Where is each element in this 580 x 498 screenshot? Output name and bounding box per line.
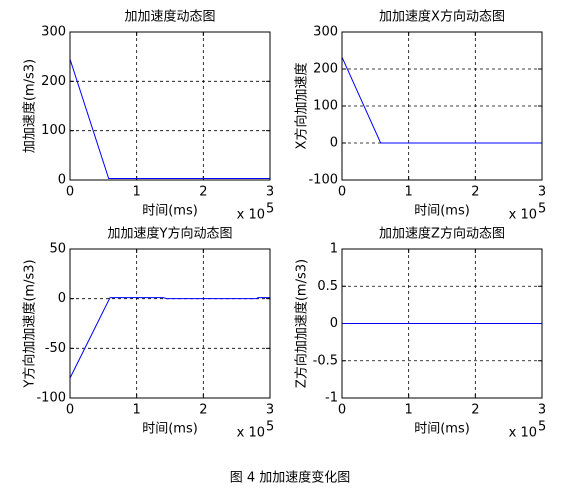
y-tick-label: 1	[330, 242, 338, 257]
y-tick-label: 0	[58, 173, 66, 188]
chart-title: 加加速度X方向动态图	[379, 9, 505, 25]
x-scale-exponent: 5	[266, 202, 274, 217]
plot-area	[70, 32, 270, 180]
x-tick-label: 3	[538, 185, 546, 200]
x-tick-label: 2	[199, 403, 207, 418]
x-scale-exponent: 5	[538, 202, 546, 217]
y-axis-label: Z方向加加速度(m/s3)	[294, 259, 310, 388]
x-tick-label: 2	[471, 185, 479, 200]
y-tick-label: 300	[41, 25, 66, 40]
plot-area	[70, 249, 270, 398]
y-tick-label: -0.5	[313, 353, 338, 368]
y-tick-label: 100	[41, 123, 66, 138]
x-tick-label: 1	[133, 403, 141, 418]
x-axis-label: 时间(ms)	[414, 422, 470, 437]
axes-box	[341, 31, 543, 181]
x-tick-label: 3	[266, 185, 274, 200]
y-tick-label: -100	[36, 391, 66, 406]
x-scale-exponent: 5	[266, 420, 274, 435]
x-scale-label: x 10	[509, 426, 537, 441]
x-scale-label: x 10	[509, 208, 537, 223]
x-scale-label: x 10	[237, 426, 265, 441]
axes-box	[69, 248, 271, 399]
y-tick-label: 0.5	[317, 279, 338, 294]
y-tick-label: 0	[58, 291, 66, 306]
x-tick-label: 2	[471, 403, 479, 418]
x-scale-label: x 10	[237, 208, 265, 223]
y-tick-label: 0	[330, 136, 338, 151]
y-tick-label: -1	[325, 391, 338, 406]
y-tick-label: 100	[313, 99, 338, 114]
plot-area	[342, 32, 542, 180]
x-tick-label: 0	[338, 403, 346, 418]
caption: 图 4 加加速度变化图	[230, 470, 351, 486]
axes-box	[341, 248, 543, 399]
y-axis-label: 加加速度(m/s3)	[22, 59, 38, 153]
y-tick-label: 200	[313, 62, 338, 77]
chart-title: 加加速度Y方向动态图	[108, 226, 233, 242]
x-tick-label: 0	[338, 185, 346, 200]
chart-title: 加加速度Z方向动态图	[379, 226, 505, 242]
x-axis-label: 时间(ms)	[142, 204, 198, 219]
x-tick-label: 1	[405, 403, 413, 418]
x-axis-label: 时间(ms)	[142, 422, 198, 437]
x-tick-label: 3	[538, 403, 546, 418]
x-tick-label: 1	[133, 185, 141, 200]
x-tick-label: 2	[199, 185, 207, 200]
x-tick-label: 0	[66, 185, 74, 200]
data-line	[69, 297, 270, 379]
y-tick-label: 0	[330, 316, 338, 331]
x-tick-label: 3	[266, 403, 274, 418]
x-axis-label: 时间(ms)	[414, 204, 470, 219]
chart-title: 加加速度动态图	[124, 9, 215, 25]
y-tick-label: 50	[49, 242, 66, 257]
x-tick-label: 1	[405, 185, 413, 200]
y-tick-label: 200	[41, 74, 66, 89]
y-tick-label: 300	[313, 25, 338, 40]
y-tick-label: -100	[308, 173, 338, 188]
y-tick-label: -50	[45, 341, 66, 356]
axes-box	[69, 31, 271, 181]
data-line	[341, 56, 542, 144]
x-tick-label: 0	[66, 403, 74, 418]
data-line	[69, 58, 270, 180]
x-scale-exponent: 5	[538, 420, 546, 435]
y-axis-label: Y方向加加速度(m/s3)	[22, 259, 38, 388]
y-axis-label: X方向加加速度	[294, 63, 310, 150]
